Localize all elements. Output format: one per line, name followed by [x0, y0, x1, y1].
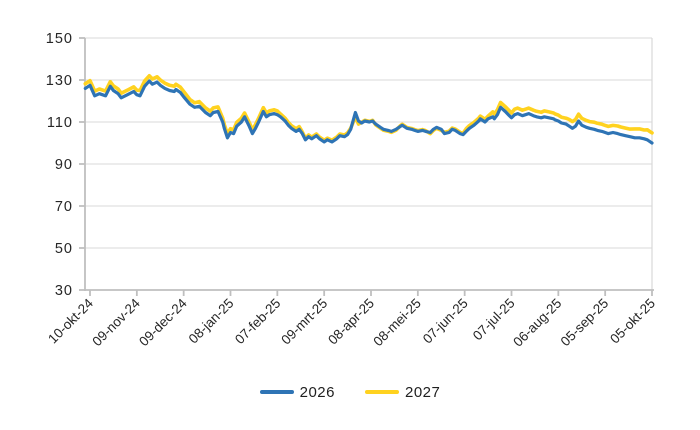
svg-text:09-dec-24: 09-dec-24 [136, 295, 190, 349]
legend-line-swatch-2027 [365, 390, 399, 394]
svg-text:07-jun-25: 07-jun-25 [420, 296, 471, 347]
x-tick-labels: 10-okt-2409-nov-2409-dec-2408-jan-2507-f… [45, 295, 658, 349]
series-2026-line [83, 79, 654, 145]
svg-text:08-apr-25: 08-apr-25 [325, 296, 377, 348]
series-2027-line [83, 74, 654, 143]
svg-text:09-nov-24: 09-nov-24 [89, 295, 143, 349]
chart-legend: 2026 2027 [0, 381, 700, 403]
svg-text:130: 130 [46, 73, 73, 89]
svg-text:06-aug-25: 06-aug-25 [510, 296, 564, 350]
svg-text:07-feb-25: 07-feb-25 [232, 296, 283, 347]
legend-item-2027: 2027 [365, 384, 440, 401]
axes [79, 37, 654, 296]
y-tick-labels: 30 50 70 90 110 130 150 [46, 31, 73, 299]
legend-label-2026: 2026 [299, 383, 335, 401]
svg-text:150: 150 [46, 31, 73, 47]
svg-text:90: 90 [55, 157, 73, 173]
svg-text:110: 110 [47, 115, 73, 131]
svg-text:08-jan-25: 08-jan-25 [186, 296, 237, 347]
legend-line-swatch-2026 [259, 390, 294, 394]
legend-label-2027: 2027 [405, 383, 441, 401]
svg-text:70: 70 [55, 199, 73, 215]
svg-text:05-okt-25: 05-okt-25 [607, 296, 658, 347]
y-gridlines [85, 37, 652, 249]
svg-text:05-sep-25: 05-sep-25 [558, 296, 612, 350]
svg-text:07-jul-25: 07-jul-25 [470, 296, 518, 344]
svg-text:50: 50 [55, 241, 73, 257]
svg-text:08-mei-25: 08-mei-25 [370, 296, 424, 350]
svg-text:09-mrt-25: 09-mrt-25 [278, 296, 330, 348]
svg-text:30: 30 [55, 283, 73, 299]
legend-item-2026: 2026 [259, 383, 335, 401]
